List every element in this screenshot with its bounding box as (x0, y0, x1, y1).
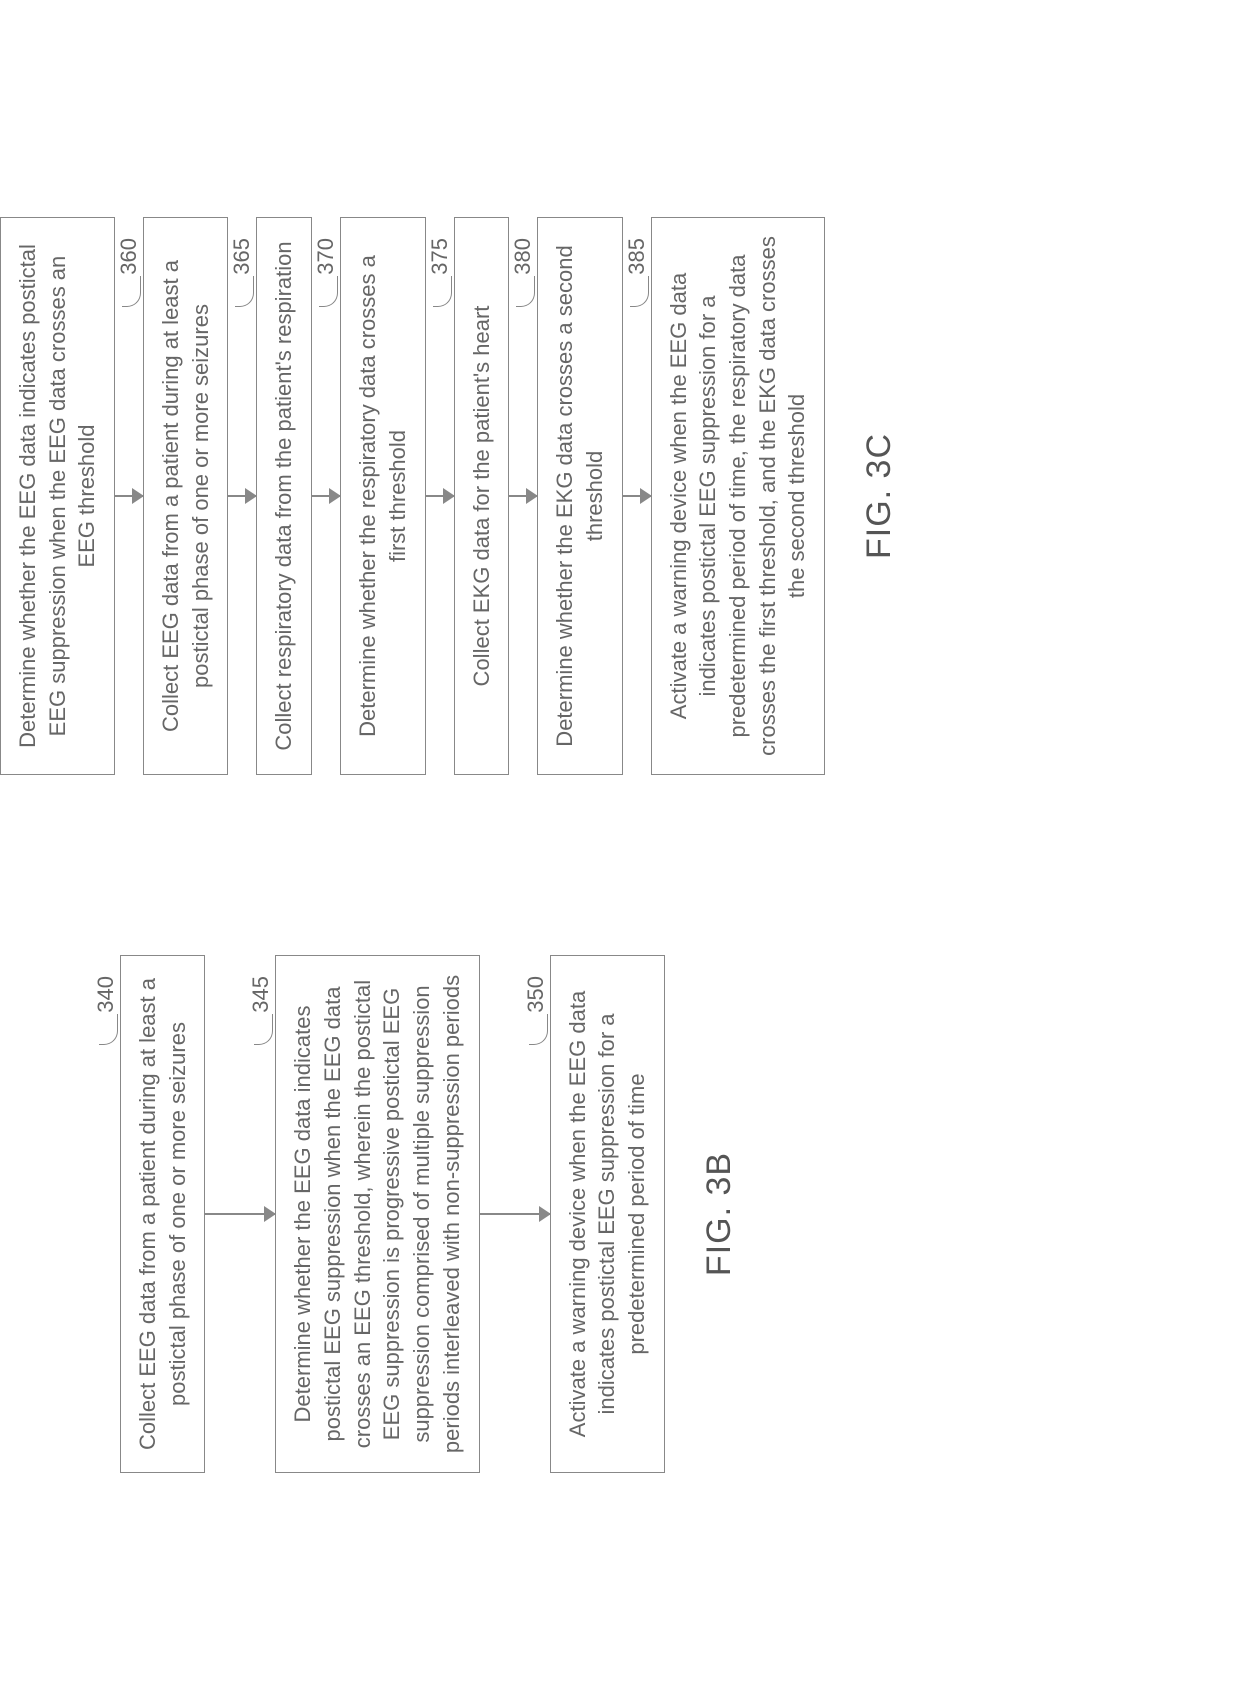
step-text: Activate a warning device when the EEG d… (565, 991, 649, 1437)
step-text: Determine whether the EEG data indicates… (15, 244, 99, 748)
flowchart-3c: 355 Determine whether the EEG data indic… (0, 217, 899, 775)
step-text: Collect EEG data from a patient during a… (158, 260, 213, 732)
arrow-icon (115, 495, 143, 497)
ref-label: 350 (521, 976, 551, 1013)
step-text: Collect respiratory data from the patien… (271, 241, 296, 750)
step-text: Collect EKG data for the patient's heart (469, 306, 494, 687)
step-box: 345 Determine whether the EEG data indic… (275, 955, 479, 1473)
ref-label: 360 (114, 238, 144, 275)
arrow-icon (509, 495, 537, 497)
step-box: 350 Activate a warning device when the E… (550, 955, 665, 1473)
ref-label: 370 (311, 238, 341, 275)
figure-label: FIG. 3B (700, 1152, 739, 1276)
step-text: Determine whether the EEG data indicates… (290, 975, 463, 1453)
arrow-icon (312, 495, 340, 497)
step-box: 365 Collect respiratory data from the pa… (256, 217, 312, 775)
ref-label: 375 (425, 238, 455, 275)
arrow-icon (623, 495, 651, 497)
step-text: Determine whether the EKG data crosses a… (552, 245, 607, 746)
ref-label: 385 (622, 238, 652, 275)
ref-label: 380 (508, 238, 538, 275)
step-box: 370 Determine whether the respiratory da… (340, 217, 425, 775)
arrow-icon (426, 495, 454, 497)
step-box: 340 Collect EEG data from a patient duri… (120, 955, 205, 1473)
step-box: 375 Collect EKG data for the patient's h… (454, 217, 510, 775)
arrow-icon (228, 495, 256, 497)
ref-label: 355 (0, 238, 1, 275)
step-text: Collect EEG data from a patient during a… (135, 978, 190, 1450)
ref-label: 365 (227, 238, 257, 275)
step-box: 355 Determine whether the EEG data indic… (0, 217, 115, 775)
page: 340 Collect EEG data from a patient duri… (0, 0, 1240, 1690)
flowchart-3b: 340 Collect EEG data from a patient duri… (120, 955, 739, 1473)
figure-label: FIG. 3C (860, 433, 899, 559)
step-box: 385 Activate a warning device when the E… (651, 217, 825, 775)
ref-label: 340 (91, 976, 121, 1013)
arrow-icon (480, 1213, 550, 1215)
ref-label: 345 (246, 976, 276, 1013)
arrow-icon (205, 1213, 275, 1215)
step-box: 380 Determine whether the EKG data cross… (537, 217, 622, 775)
step-box: 360 Collect EEG data from a patient duri… (143, 217, 228, 775)
step-text: Determine whether the respiratory data c… (355, 255, 410, 737)
step-text: Activate a warning device when the EEG d… (666, 236, 810, 756)
